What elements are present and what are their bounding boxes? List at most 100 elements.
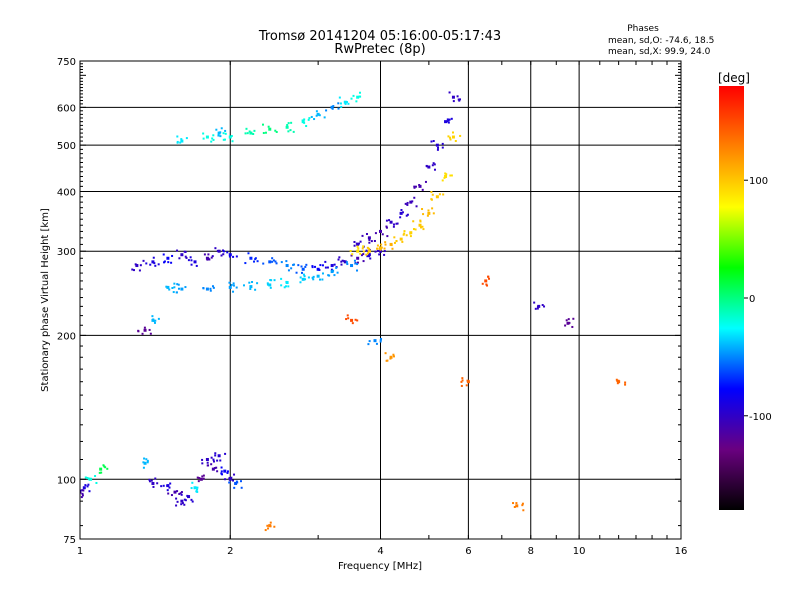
data-point-dot — [338, 96, 341, 99]
data-point-dot — [177, 287, 180, 290]
data-point-dot — [346, 314, 349, 317]
data-point-dot — [138, 269, 141, 272]
data-point-dot — [262, 262, 265, 265]
data-point — [285, 125, 289, 129]
data-point — [451, 135, 455, 139]
data-point-dot — [534, 307, 537, 310]
data-point-dot — [333, 274, 336, 277]
data-point — [444, 174, 448, 178]
data-point-dot — [196, 488, 199, 491]
data-point-dot — [211, 285, 214, 288]
data-point-dot — [142, 259, 145, 262]
data-point-dot — [323, 116, 326, 119]
data-point-dot — [87, 478, 90, 481]
data-point-dot — [87, 483, 90, 486]
data-point-dot — [422, 213, 425, 216]
data-point-dot — [301, 119, 304, 122]
data-point-dot — [454, 140, 457, 143]
data-point-dot — [315, 114, 318, 117]
data-point-dot — [399, 216, 402, 219]
data-point-dot — [299, 276, 302, 279]
data-point-dot — [198, 477, 201, 480]
data-point-dot — [252, 133, 255, 136]
data-point-dot — [149, 263, 152, 266]
data-point-dot — [176, 141, 179, 144]
data-point-dot — [393, 241, 396, 244]
data-point-dot — [430, 140, 433, 143]
data-point-dot — [350, 97, 353, 100]
data-point — [379, 249, 382, 253]
data-point-dot — [487, 275, 490, 278]
data-point-dot — [203, 253, 206, 256]
data-point-dot — [190, 498, 193, 501]
data-point-dot — [300, 271, 303, 274]
data-point — [427, 165, 431, 169]
data-point-dot — [376, 244, 379, 247]
data-point-dot — [405, 234, 408, 237]
data-point-dot — [154, 477, 157, 480]
data-point-dot — [247, 252, 250, 255]
data-point-dot — [191, 481, 194, 484]
x-tick-label: 6 — [465, 546, 471, 557]
colorbar-label: [deg] — [718, 71, 750, 85]
data-point-dot — [183, 503, 186, 506]
data-point — [228, 135, 232, 139]
data-point-dot — [232, 479, 235, 482]
data-point-dot — [572, 317, 575, 320]
data-point-dot — [221, 473, 224, 476]
data-point-dot — [332, 105, 335, 108]
data-point — [80, 490, 82, 494]
data-point — [316, 267, 320, 271]
data-point-dot — [210, 463, 213, 466]
data-point — [451, 95, 455, 99]
colorbar-tick-label: 100 — [749, 176, 768, 187]
chart-title: Tromsø 20141204 05:16:00-05:17:43 — [258, 29, 501, 44]
data-point — [418, 223, 422, 227]
data-point-dot — [413, 186, 416, 189]
data-point-dot — [287, 122, 290, 125]
data-point-dot — [183, 498, 186, 501]
data-point-dot — [275, 262, 278, 265]
data-point-dot — [412, 228, 415, 231]
data-point-dot — [267, 527, 270, 530]
data-point-dot — [351, 322, 354, 325]
data-point-dot — [162, 484, 165, 487]
data-point-dot — [438, 193, 441, 196]
data-point — [356, 256, 360, 260]
data-point-dot — [352, 94, 355, 97]
data-point-dot — [274, 260, 277, 263]
data-point-dot — [151, 315, 154, 318]
data-point-dot — [369, 257, 372, 260]
x-tick-label: 10 — [573, 546, 586, 557]
data-point-dot — [374, 232, 377, 235]
data-point-dot — [328, 274, 331, 277]
data-point-dot — [379, 248, 382, 251]
data-point-dot — [321, 264, 324, 267]
data-point-dot — [446, 120, 449, 123]
data-point-dot — [437, 146, 440, 149]
data-point-dot — [512, 502, 515, 505]
data-point-dot — [339, 102, 342, 105]
data-point-dot — [254, 258, 257, 261]
data-point-dot — [354, 318, 357, 321]
data-point-dot — [356, 263, 359, 266]
data-point-dot — [202, 474, 205, 477]
data-point-dot — [236, 481, 239, 484]
data-point — [205, 287, 209, 291]
data-point — [389, 355, 393, 359]
data-point — [350, 264, 354, 268]
data-point-dot — [368, 340, 371, 343]
data-point-dot — [379, 339, 382, 342]
data-point-dot — [212, 138, 215, 141]
data-point-dot — [80, 496, 83, 499]
data-point-dot — [396, 222, 399, 225]
data-point-dot — [366, 246, 369, 249]
data-point-dot — [226, 471, 229, 474]
data-point-dot — [432, 162, 435, 165]
data-point-dot — [338, 256, 341, 259]
data-point-dot — [412, 220, 415, 223]
data-point-dot — [413, 185, 416, 188]
data-point-dot — [190, 259, 193, 262]
x-tick-labels: 1 2 4 6 8 10 16 — [77, 546, 688, 557]
data-point-dot — [201, 462, 204, 465]
